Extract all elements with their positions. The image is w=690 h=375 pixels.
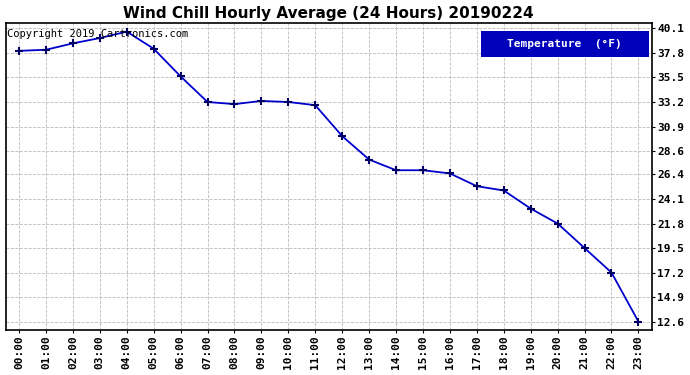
Text: Copyright 2019 Cartronics.com: Copyright 2019 Cartronics.com	[7, 29, 188, 39]
Title: Wind Chill Hourly Average (24 Hours) 20190224: Wind Chill Hourly Average (24 Hours) 201…	[124, 6, 534, 21]
